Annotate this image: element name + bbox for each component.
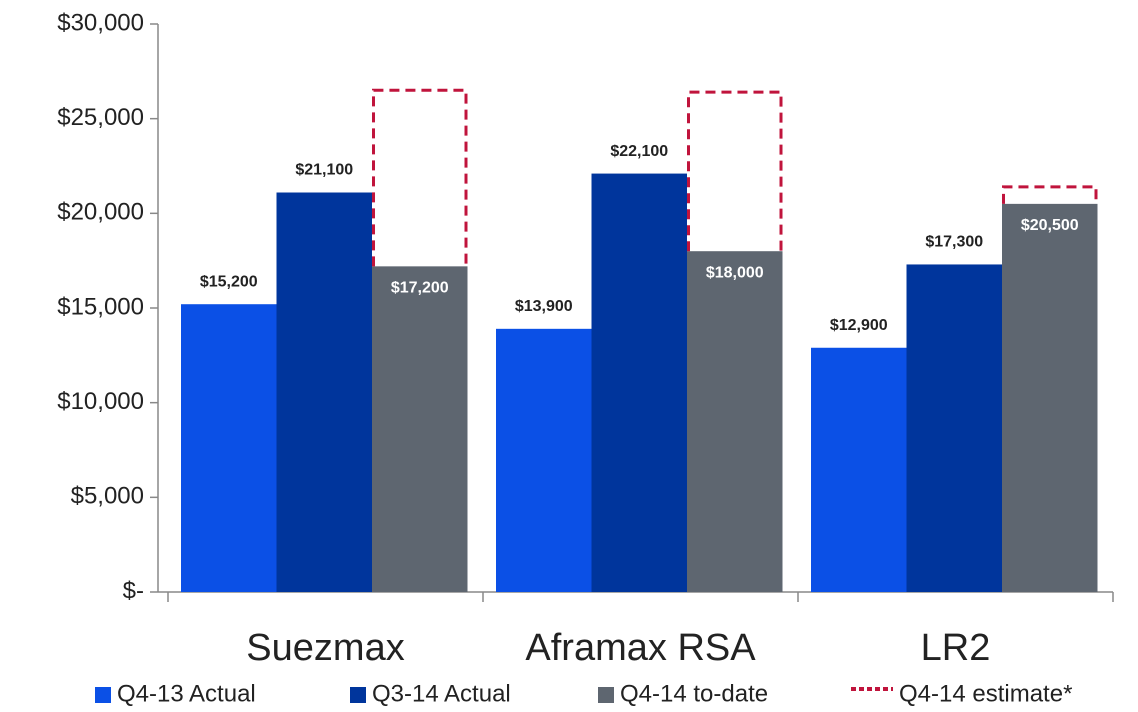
legend-swatch bbox=[350, 687, 366, 703]
bar bbox=[1002, 203, 1098, 592]
value-label: $15,200 bbox=[200, 273, 258, 290]
y-tick-label: $- bbox=[123, 577, 144, 604]
estimate-outline bbox=[372, 88, 468, 267]
bar bbox=[591, 173, 687, 592]
legend-label: Q3-14 Actual bbox=[372, 680, 511, 707]
bar bbox=[181, 304, 277, 592]
x-tick-label: Aframax RSA bbox=[525, 627, 756, 669]
value-label: $18,000 bbox=[706, 264, 764, 281]
legend-swatch bbox=[598, 687, 614, 703]
y-tick-label: $5,000 bbox=[71, 483, 144, 510]
bar bbox=[811, 347, 907, 592]
value-label: $21,100 bbox=[295, 162, 353, 179]
legend-label: Q4-14 to-date bbox=[620, 680, 768, 707]
value-label: $17,300 bbox=[925, 234, 983, 251]
y-tick-label: $30,000 bbox=[57, 9, 144, 36]
y-tick-label: $20,000 bbox=[57, 199, 144, 226]
estimate-outline bbox=[1002, 185, 1098, 204]
bar bbox=[906, 264, 1002, 592]
y-tick-label: $10,000 bbox=[57, 388, 144, 415]
bar bbox=[276, 192, 372, 593]
legend-label: Q4-14 estimate* bbox=[899, 680, 1072, 707]
value-label: $13,900 bbox=[515, 298, 573, 315]
legend-swatch bbox=[95, 687, 111, 703]
value-label: $20,500 bbox=[1021, 217, 1079, 234]
x-tick-label: Suezmax bbox=[246, 627, 404, 669]
legend-label: Q4-13 Actual bbox=[117, 680, 256, 707]
estimate-outline bbox=[687, 90, 783, 252]
value-label: $22,100 bbox=[610, 143, 668, 160]
bar bbox=[372, 266, 468, 592]
y-tick-label: $25,000 bbox=[57, 104, 144, 131]
bar bbox=[496, 328, 592, 592]
bar bbox=[687, 251, 783, 592]
value-label: $12,900 bbox=[830, 317, 888, 334]
y-tick-label: $15,000 bbox=[57, 293, 144, 320]
value-label: $17,200 bbox=[391, 280, 449, 297]
x-tick-label: LR2 bbox=[921, 627, 991, 669]
